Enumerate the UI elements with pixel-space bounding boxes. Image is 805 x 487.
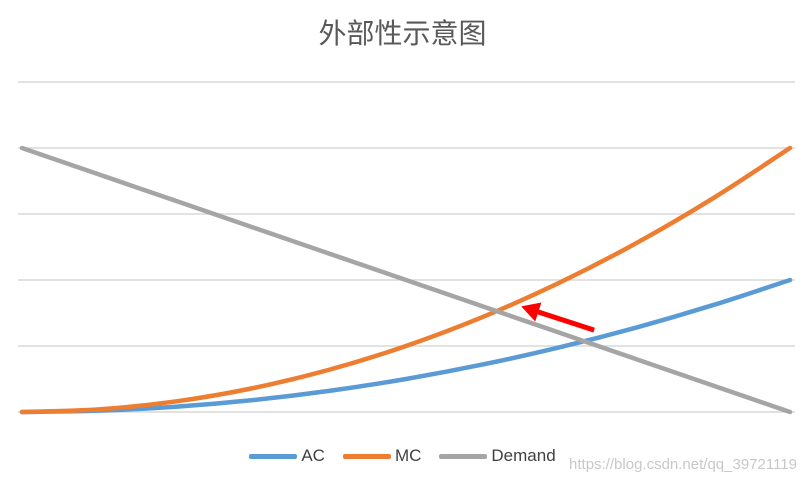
legend-item-mc: MC (342, 446, 422, 466)
legend-label-demand: Demand (491, 446, 556, 465)
legend-item-ac: AC (249, 446, 325, 466)
series-lines (19, 145, 793, 415)
legend-label-mc: MC (394, 446, 422, 465)
series-line-mc (19, 145, 793, 415)
watermark: https://blog.csdn.net/qq_39721119 (569, 456, 797, 473)
series-line-ac (19, 277, 793, 415)
annotations (521, 302, 595, 333)
legend-swatch-demand (439, 453, 488, 459)
legend-swatch-mc (342, 453, 391, 459)
series-line-demand (19, 145, 793, 415)
gridlines (18, 81, 795, 413)
arrow-head (521, 302, 542, 322)
legend-swatch-ac (249, 453, 298, 459)
legend-item-demand: Demand (439, 446, 556, 466)
legend: AC MC Demand (0, 446, 805, 466)
legend-label-ac: AC (301, 446, 325, 465)
chart-title: 外部性示意图 (318, 17, 487, 50)
arrow-shaft (537, 309, 595, 333)
